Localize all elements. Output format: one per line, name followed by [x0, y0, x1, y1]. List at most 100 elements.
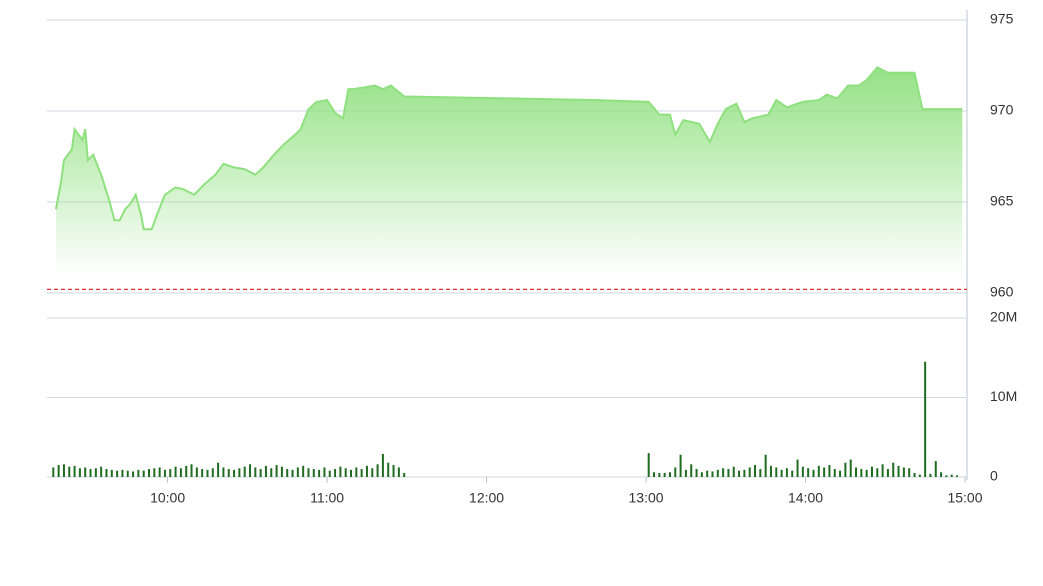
volume-bar — [817, 465, 820, 477]
y-tick-label: 975 — [990, 11, 1014, 27]
volume-bar — [844, 462, 847, 477]
volume-bar — [110, 469, 113, 477]
volume-bar — [259, 469, 262, 477]
volume-bar — [748, 467, 751, 477]
volume-bar — [365, 465, 368, 477]
volume-bar — [334, 469, 337, 477]
volume-bar — [371, 468, 374, 477]
volume-bar — [280, 466, 283, 477]
volume-bar — [833, 469, 836, 477]
x-tick-label: 15:00 — [947, 490, 982, 506]
volume-bar — [658, 473, 661, 477]
volume-bar — [886, 469, 889, 477]
volume-bar — [870, 466, 873, 477]
volume-bar — [828, 465, 831, 477]
volume-bar — [142, 470, 145, 477]
volume-bar — [764, 454, 767, 477]
volume-bar — [897, 465, 900, 477]
volume-bar — [860, 469, 863, 477]
volume-bar — [264, 465, 267, 477]
volume-bar — [945, 475, 948, 477]
volume-bar — [360, 469, 363, 477]
volume-bar — [286, 469, 289, 477]
volume-bar — [339, 466, 342, 477]
volume-bar — [100, 466, 103, 477]
volume-bar — [73, 465, 76, 477]
volume-bar — [812, 469, 815, 477]
x-tick-label: 11:00 — [310, 490, 344, 506]
volume-bar — [684, 469, 687, 477]
volume-bar — [249, 464, 252, 477]
volume-bar — [913, 473, 916, 477]
volume-bar — [121, 469, 124, 477]
area-fill — [55, 67, 963, 273]
volume-bar — [908, 468, 911, 477]
volume-bar — [89, 469, 92, 477]
volume-bar — [84, 467, 87, 477]
volume-bar — [647, 453, 650, 477]
x-tick-label: 13:00 — [629, 490, 664, 506]
volume-bar — [94, 468, 97, 477]
volume-bar — [52, 467, 55, 477]
volume-bar — [796, 459, 799, 477]
volume-bar — [397, 467, 400, 477]
volume-bar — [206, 469, 209, 477]
volume-bar — [881, 464, 884, 477]
volume-bar — [211, 468, 214, 477]
volume-bar — [403, 473, 406, 477]
volume-bar — [302, 465, 305, 477]
volume-bar — [105, 469, 108, 477]
volume-bar — [738, 470, 741, 477]
price-line — [54, 66, 963, 231]
volume-bar — [179, 468, 182, 477]
volume-bar — [754, 465, 757, 477]
volume-bar — [355, 467, 358, 477]
volume-bar — [169, 469, 172, 477]
volume-bar — [653, 472, 656, 477]
volume-bar — [307, 468, 310, 477]
volume-bar — [163, 469, 166, 477]
volume-bar — [57, 465, 60, 477]
volume-bar — [158, 467, 161, 477]
volume-bar — [743, 469, 746, 477]
volume-bar — [126, 470, 129, 477]
volume-bar — [376, 464, 379, 477]
volume-bar — [137, 469, 140, 477]
x-tick-label: 12:00 — [469, 490, 504, 506]
volume-bar — [855, 467, 858, 477]
volume-bar — [116, 470, 119, 477]
volume-bar — [695, 469, 698, 477]
volume-bar — [132, 471, 135, 477]
volume-bar — [706, 470, 709, 477]
volume-bar — [759, 469, 762, 477]
volume-bar — [318, 469, 321, 477]
x-tick-label: 10:00 — [150, 490, 185, 506]
volume-bar — [291, 469, 294, 477]
volume-bar — [387, 462, 390, 477]
volume-bar — [270, 468, 273, 477]
y-tick-label: 10M — [990, 388, 1017, 404]
volume-bar — [727, 469, 730, 477]
volume-bar — [153, 468, 156, 477]
volume-bar — [344, 468, 347, 477]
volume-bar — [940, 472, 943, 477]
volume-bar — [222, 467, 225, 477]
y-tick-label: 960 — [990, 284, 1014, 300]
volume-bar — [674, 467, 677, 477]
y-tick-label: 970 — [990, 102, 1014, 118]
volume-bar — [849, 459, 852, 477]
volume-bar — [148, 469, 151, 477]
volume-bar — [865, 469, 868, 477]
volume-bar — [350, 469, 353, 477]
y-tick-label: 20M — [990, 309, 1017, 325]
volume-bar — [934, 461, 937, 477]
volume-bar — [823, 467, 826, 477]
volume-bar — [769, 465, 772, 477]
volume-bar — [68, 466, 71, 477]
volume-bar — [791, 470, 794, 477]
volume-bar — [780, 469, 783, 477]
volume-bar — [902, 467, 905, 477]
volume-bar — [950, 474, 953, 477]
volume-bar — [876, 468, 879, 477]
volume-bar — [801, 466, 804, 477]
